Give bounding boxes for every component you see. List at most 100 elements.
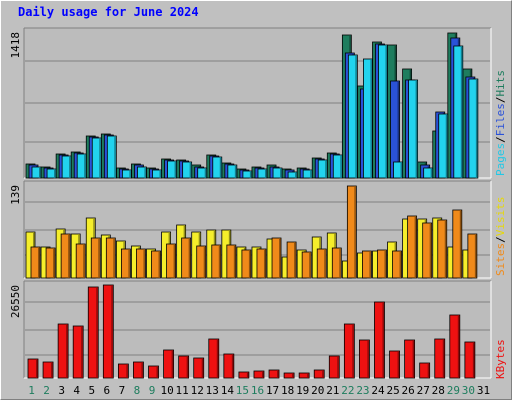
bar-middle-sites-day-30 bbox=[467, 233, 478, 279]
bar-bottom-kbytes-day-22 bbox=[343, 323, 355, 379]
bar-middle-sites-day-3 bbox=[60, 233, 71, 279]
bar-shade bbox=[53, 249, 55, 278]
bar-shade bbox=[69, 157, 71, 178]
bar-shade bbox=[277, 371, 279, 378]
bar-fill bbox=[241, 249, 252, 279]
day-label-28: 28 bbox=[432, 384, 445, 397]
bar-bottom-kbytes-day-21 bbox=[328, 355, 340, 379]
day-label-22: 22 bbox=[341, 384, 354, 397]
bar-fill bbox=[328, 355, 340, 379]
bar-shade bbox=[309, 253, 311, 278]
bar-fill bbox=[151, 250, 161, 279]
bar-shade bbox=[129, 171, 131, 178]
bar-shade bbox=[474, 235, 477, 278]
bar-fill bbox=[197, 167, 208, 179]
bar-shade bbox=[399, 252, 402, 278]
bar-shade bbox=[307, 374, 309, 378]
bar-shade bbox=[113, 239, 115, 278]
bar-shade bbox=[188, 239, 191, 278]
bar-fill bbox=[60, 233, 71, 279]
bar-shade bbox=[218, 246, 221, 278]
bar-fill bbox=[343, 323, 355, 379]
legend-middle-part-0: Sites bbox=[494, 243, 507, 276]
bar-shade bbox=[126, 365, 128, 378]
bar-fill bbox=[374, 301, 385, 379]
bar-top-pages-day-4 bbox=[76, 153, 87, 179]
bar-top-pages-day-5 bbox=[91, 137, 102, 179]
day-label-24: 24 bbox=[371, 384, 385, 397]
bar-shade bbox=[427, 364, 430, 378]
bar-shade bbox=[352, 325, 354, 378]
bar-top-pages-day-24 bbox=[378, 44, 388, 179]
bar-shade bbox=[382, 303, 384, 378]
bar-shade bbox=[264, 170, 267, 178]
bar-fill bbox=[45, 247, 56, 279]
bar-middle-sites-day-13 bbox=[211, 244, 222, 279]
bar-fill bbox=[453, 45, 464, 179]
bar-shade bbox=[322, 371, 324, 378]
bar-top-pages-day-1 bbox=[31, 166, 42, 179]
bar-shade bbox=[36, 360, 38, 378]
bar-bottom-kbytes-day-17 bbox=[268, 369, 280, 379]
bar-fill bbox=[256, 248, 267, 279]
bar-shade bbox=[397, 82, 400, 178]
day-label-8: 8 bbox=[134, 384, 141, 397]
bar-fill bbox=[422, 222, 433, 279]
legend-middle-part-2: Visits bbox=[494, 197, 507, 237]
bar-fill bbox=[46, 168, 57, 179]
bar-shade bbox=[337, 357, 339, 378]
day-label-26: 26 bbox=[402, 384, 415, 397]
bar-shade bbox=[174, 162, 177, 178]
bar-shade bbox=[98, 239, 100, 278]
bar-fill bbox=[434, 338, 446, 379]
bar-fill bbox=[211, 244, 222, 279]
bar-fill bbox=[136, 248, 146, 279]
bar-shade bbox=[460, 47, 463, 178]
bar-top-pages-day-29 bbox=[453, 45, 464, 179]
bar-top-pages-day-26 bbox=[408, 79, 419, 179]
day-label-12: 12 bbox=[191, 384, 204, 397]
bar-fill bbox=[346, 185, 357, 279]
bar-shade bbox=[339, 249, 341, 278]
day-label-25: 25 bbox=[386, 384, 399, 397]
bar-fill bbox=[163, 349, 174, 379]
bar-fill bbox=[152, 169, 162, 179]
day-label-23: 23 bbox=[356, 384, 369, 397]
bar-shade bbox=[414, 217, 417, 278]
bar-fill bbox=[242, 170, 253, 179]
bar-top-pages-day-8 bbox=[137, 166, 147, 179]
bar-top-pages-day-30 bbox=[468, 78, 479, 179]
bar-fill bbox=[423, 167, 434, 179]
bar-shade bbox=[216, 340, 219, 378]
bar-bottom-kbytes-day-10 bbox=[163, 349, 174, 379]
bar-fill bbox=[316, 248, 327, 279]
day-label-29: 29 bbox=[447, 384, 460, 397]
bar-shade bbox=[159, 171, 162, 178]
bar-bottom-kbytes-day-8 bbox=[133, 361, 144, 379]
day-label-18: 18 bbox=[281, 384, 294, 397]
bar-fill bbox=[196, 245, 207, 279]
bar-fill bbox=[57, 323, 69, 379]
bar-middle-sites-day-24 bbox=[377, 249, 387, 279]
bar-shade bbox=[171, 351, 174, 378]
day-label-31: 31 bbox=[477, 384, 490, 397]
bar-bottom-kbytes-day-24 bbox=[374, 301, 385, 379]
bar-fill bbox=[438, 113, 449, 179]
bar-fill bbox=[27, 358, 39, 379]
bar-shade bbox=[472, 343, 475, 378]
bar-shade bbox=[203, 247, 206, 278]
bar-bottom-kbytes-day-3 bbox=[57, 323, 69, 379]
bar-shade bbox=[415, 81, 418, 178]
bar-top-pages-day-14 bbox=[227, 164, 238, 179]
bar-fill bbox=[298, 372, 310, 379]
bar-bottom-kbytes-day-30 bbox=[464, 341, 476, 379]
bar-shade bbox=[444, 221, 447, 278]
y-max-label-top: 1418 bbox=[9, 32, 22, 59]
bar-middle-sites-day-9 bbox=[151, 250, 161, 279]
bar-shade bbox=[400, 163, 403, 178]
bar-shade bbox=[295, 173, 297, 178]
bar-fill bbox=[286, 241, 297, 279]
bar-shade bbox=[141, 363, 143, 378]
legend-middle-part-1: / bbox=[494, 236, 507, 243]
day-label-19: 19 bbox=[296, 384, 309, 397]
